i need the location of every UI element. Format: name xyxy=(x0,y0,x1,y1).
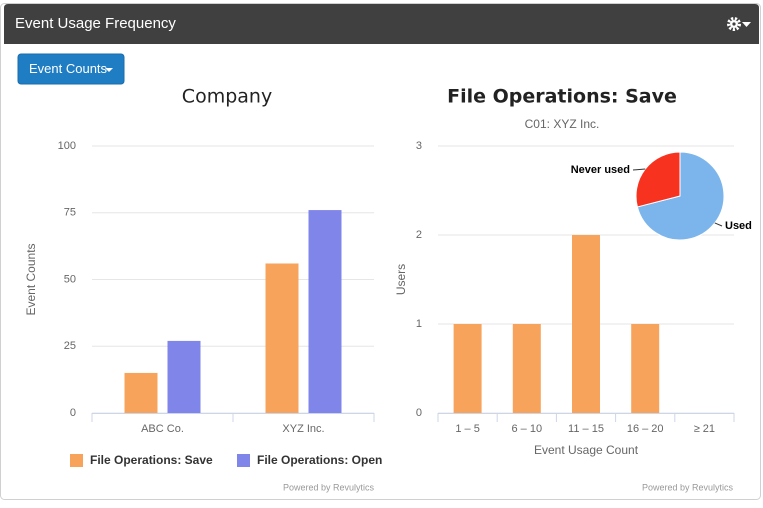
x-tick-label: 11 – 15 xyxy=(568,423,604,435)
pie-connector xyxy=(714,222,723,227)
x-tick-label: ≥ 21 xyxy=(694,423,715,435)
x-tick-label: 1 – 5 xyxy=(455,423,479,435)
gear-hole xyxy=(732,22,736,26)
legend-swatch xyxy=(70,454,83,467)
y-tick-label: 75 xyxy=(64,207,76,219)
y-tick-label: 2 xyxy=(416,229,422,241)
x-tick-label: 6 – 10 xyxy=(512,423,543,435)
y-tick-label: 3 xyxy=(416,140,422,152)
x-tick-label: 16 – 20 xyxy=(627,423,664,435)
y-tick-label: 0 xyxy=(416,407,422,419)
chart-title: Company xyxy=(182,86,272,108)
bar xyxy=(124,372,158,413)
bar xyxy=(512,324,541,413)
event-counts-button[interactable]: Event Counts xyxy=(17,53,125,85)
pie-slice xyxy=(635,151,681,208)
legend-label: File Operations: Save xyxy=(90,453,213,467)
y-tick-label: 25 xyxy=(64,340,76,352)
legend-label: File Operations: Open xyxy=(257,453,382,467)
y-tick-label: 50 xyxy=(64,273,76,285)
chart-subtitle: C01: XYZ Inc. xyxy=(525,117,600,131)
panel-title: Event Usage Frequency xyxy=(15,15,176,32)
menu-caret xyxy=(742,22,751,27)
y-tick-label: 0 xyxy=(70,407,76,419)
bar xyxy=(631,324,660,413)
button-bg xyxy=(17,53,125,85)
credits: Powered by Revulytics xyxy=(283,482,375,492)
bar xyxy=(308,210,342,413)
button-caret xyxy=(105,68,113,72)
y-axis-label: Event Counts xyxy=(24,243,38,315)
pie-connector xyxy=(632,168,646,171)
panel-header xyxy=(4,4,759,44)
gear-teeth xyxy=(727,17,741,31)
y-axis-label: Users xyxy=(394,264,408,295)
x-tick-label: XYZ Inc. xyxy=(282,423,324,435)
x-axis-label: Event Usage Count xyxy=(534,443,639,457)
bar xyxy=(265,263,299,413)
button-label: Event Counts xyxy=(29,61,108,76)
pie-label: Never used xyxy=(571,164,630,176)
bar xyxy=(167,340,201,413)
y-tick-label: 100 xyxy=(58,140,76,152)
chart-title: File Operations: Save xyxy=(447,86,677,108)
pie-slice xyxy=(636,151,725,241)
settings-menu[interactable] xyxy=(727,17,752,31)
legend-swatch xyxy=(237,454,250,467)
bar xyxy=(572,235,600,413)
x-tick-label: ABC Co. xyxy=(141,423,184,435)
credits: Powered by Revulytics xyxy=(642,482,734,492)
y-tick-label: 1 xyxy=(416,318,422,330)
pie-label: Used xyxy=(725,220,752,232)
bar xyxy=(453,324,482,413)
